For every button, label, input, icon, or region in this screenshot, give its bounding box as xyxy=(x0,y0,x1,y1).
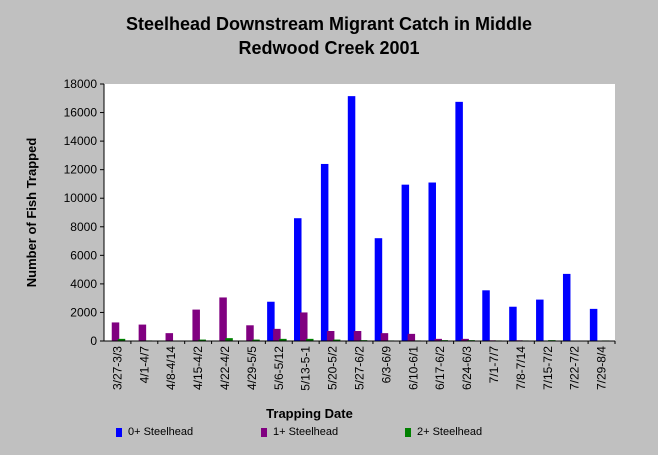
bar-2-8 xyxy=(332,339,341,341)
x-tick-label-13: 6/24-6/3 xyxy=(460,346,474,390)
x-axis-title: Trapping Date xyxy=(266,406,353,421)
y-tick-label-8: 16000 xyxy=(64,106,98,120)
legend-label-2plus: 2+ Steelhead xyxy=(417,426,483,438)
bar-0-18 xyxy=(589,308,598,341)
y-tick-label-1: 2000 xyxy=(70,305,97,319)
y-tick-label-2: 4000 xyxy=(70,277,97,291)
y-tick-label-5: 10000 xyxy=(64,191,98,205)
x-tick-label-6: 5/6-5/12 xyxy=(272,346,286,390)
bar-0-17 xyxy=(562,273,571,341)
y-axis-title: Number of Fish Trapped xyxy=(24,138,39,288)
bar-0-6 xyxy=(267,301,275,341)
bar-1-1 xyxy=(138,324,147,341)
bar-1-13 xyxy=(461,338,469,341)
legend-label-0plus: 0+ Steelhead xyxy=(128,426,194,438)
y-tick-label-0: 0 xyxy=(90,334,97,348)
legend-swatch-2plus xyxy=(405,427,411,437)
x-tick-label-15: 7/8-7/14 xyxy=(514,346,528,390)
bar-0-12 xyxy=(428,182,436,341)
x-tick-label-3: 4/15-4/2 xyxy=(191,346,205,390)
bar-1-4 xyxy=(219,297,227,341)
bar-1-8 xyxy=(326,331,335,341)
bar-2-4 xyxy=(225,338,233,341)
bar-1-7 xyxy=(300,312,308,341)
bar-1-11 xyxy=(407,333,416,341)
bar-2-0 xyxy=(117,338,126,341)
y-tick-label-6: 12000 xyxy=(64,163,98,177)
bar-0-15 xyxy=(509,306,517,341)
bar-2-3 xyxy=(198,339,206,341)
bar-1-5 xyxy=(246,325,254,341)
chart-title-line-1: Steelhead Downstream Migrant Catch in Mi… xyxy=(125,14,533,34)
x-tick-label-4: 4/22-4/2 xyxy=(218,346,232,390)
bar-0-9 xyxy=(347,96,356,341)
x-tick-label-10: 6/3-6/9 xyxy=(379,346,393,384)
legend-item-0plus: 0+ Steelhead xyxy=(116,426,193,438)
bar-2-5 xyxy=(252,339,260,341)
legend-item-1plus: 1+ Steelhead xyxy=(261,426,338,438)
bar-0-8 xyxy=(320,163,329,341)
x-tick-label-17: 7/22-7/2 xyxy=(568,346,582,390)
bar-0-13 xyxy=(455,101,463,341)
plot-area xyxy=(104,84,615,341)
legend-item-2plus: 2+ Steelhead xyxy=(405,426,482,438)
bar-1-2 xyxy=(165,333,174,341)
bar-0-11 xyxy=(401,184,410,341)
legend-swatch-1plus xyxy=(261,427,267,437)
x-tick-label-5: 4/29-5/5 xyxy=(245,346,259,390)
x-tick-label-2: 4/8-4/14 xyxy=(164,346,178,390)
bar-1-12 xyxy=(434,338,442,341)
bar-1-10 xyxy=(380,333,389,341)
x-tick-label-8: 5/20-5/2 xyxy=(326,346,340,390)
x-tick-label-12: 6/17-6/2 xyxy=(433,346,447,390)
x-tick-label-1: 4/1-4/7 xyxy=(137,346,151,384)
legend-swatch-0plus xyxy=(116,427,122,437)
legend-label-1plus: 1+ Steelhead xyxy=(273,426,339,438)
y-tick-label-9: 18000 xyxy=(64,77,98,91)
x-tick-label-14: 7/1-7/7 xyxy=(487,346,501,384)
x-tick-label-9: 5/27-6/2 xyxy=(353,346,367,390)
x-tick-label-0: 3/27-3/3 xyxy=(110,346,124,390)
x-tick-label-11: 6/10-6/1 xyxy=(406,346,420,390)
bar-0-14 xyxy=(482,290,490,341)
bar-0-10 xyxy=(374,238,383,341)
y-tick-label-3: 6000 xyxy=(70,248,97,262)
x-tick-label-16: 7/15-7/2 xyxy=(541,346,555,390)
y-tick-label-4: 8000 xyxy=(70,220,97,234)
bar-0-7 xyxy=(294,218,302,341)
bar-1-9 xyxy=(353,331,362,341)
bar-1-6 xyxy=(273,328,281,341)
bar-1-0 xyxy=(111,322,120,341)
x-tick-label-18: 7/29-8/4 xyxy=(595,346,609,390)
bar-1-3 xyxy=(192,309,200,341)
x-tick-label-7: 5/13-5-1 xyxy=(299,346,313,391)
y-tick-label-7: 14000 xyxy=(64,134,98,148)
chart-title-line-2: Redwood Creek 2001 xyxy=(238,38,420,58)
bar-2-7 xyxy=(306,338,314,341)
bar-2-6 xyxy=(279,338,287,341)
bar-0-16 xyxy=(536,299,544,341)
